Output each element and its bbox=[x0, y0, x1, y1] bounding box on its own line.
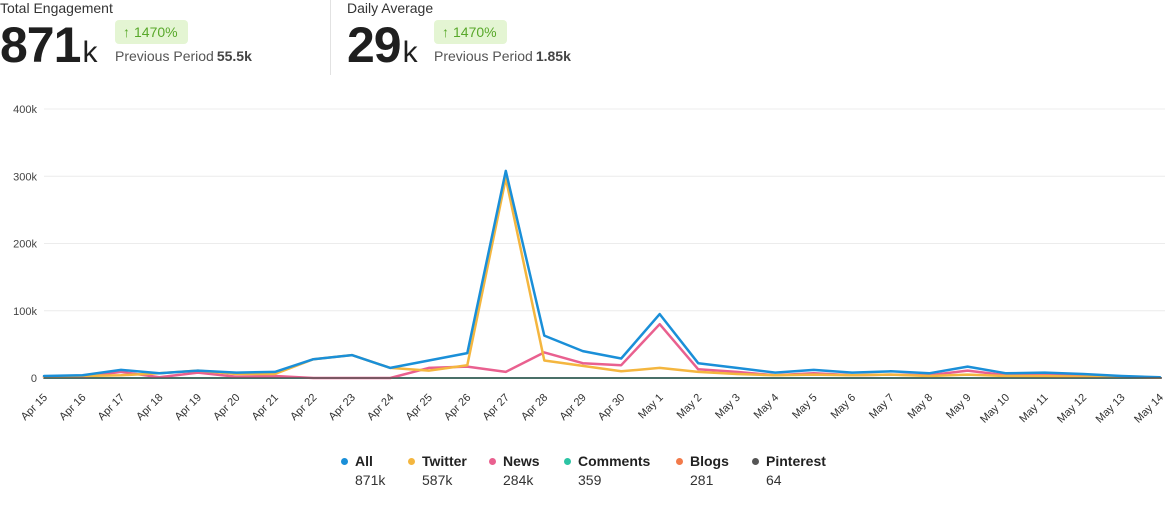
legend-item-twitter[interactable]: Twitter 587k bbox=[408, 452, 467, 489]
legend-item-comments[interactable]: Comments 359 bbox=[564, 452, 650, 489]
x-tick-label: Apr 25 bbox=[404, 392, 435, 423]
legend-item-pinterest[interactable]: Pinterest 64 bbox=[752, 452, 826, 489]
change-badge: ↑ 1470% bbox=[434, 20, 507, 44]
x-tick-label: May 7 bbox=[867, 392, 897, 422]
kpi-value: 29k bbox=[347, 20, 418, 78]
x-tick-label: May 3 bbox=[713, 392, 743, 422]
y-tick-label: 0 bbox=[31, 373, 37, 385]
legend-label: Blogs bbox=[690, 453, 729, 469]
x-tick-label: May 5 bbox=[790, 392, 820, 422]
previous-value: 1.85k bbox=[535, 48, 571, 64]
kpi-label: Daily Average bbox=[347, 0, 434, 16]
x-tick-label: Apr 19 bbox=[173, 392, 204, 423]
legend-dot-icon bbox=[564, 457, 571, 465]
y-tick-label: 400k bbox=[13, 104, 37, 116]
x-tick-label: Apr 16 bbox=[57, 392, 88, 423]
series-line-twitter bbox=[42, 177, 1162, 379]
x-tick-label: Apr 30 bbox=[596, 392, 627, 423]
legend-dot-icon bbox=[489, 457, 496, 465]
x-tick-label: Apr 17 bbox=[96, 392, 127, 423]
x-tick-label: Apr 28 bbox=[519, 392, 550, 423]
x-tick-label: May 1 bbox=[636, 392, 666, 422]
kpi-total-engagement: Total Engagement 871k ↑ 1470% Previous Pe… bbox=[0, 0, 252, 70]
legend-dot-icon bbox=[676, 457, 683, 465]
x-tick-label: May 9 bbox=[944, 392, 974, 422]
previous-value: 55.5k bbox=[216, 48, 252, 64]
series-line-all bbox=[42, 169, 1162, 379]
previous-label: Previous Period bbox=[434, 48, 533, 64]
kpi-unit: k bbox=[402, 36, 418, 69]
x-tick-label: Apr 23 bbox=[327, 392, 358, 423]
x-tick-label: Apr 22 bbox=[288, 392, 319, 423]
y-tick-label: 100k bbox=[13, 306, 37, 318]
kpi-value: 871k bbox=[0, 20, 97, 78]
legend-label: All bbox=[355, 453, 373, 469]
x-tick-label: May 13 bbox=[1094, 392, 1128, 426]
legend-total: 281 bbox=[690, 472, 714, 488]
x-tick-label: May 2 bbox=[675, 392, 705, 422]
legend-label: Twitter bbox=[422, 453, 467, 469]
legend-item-all[interactable]: All 871k bbox=[341, 452, 385, 489]
legend-dot-icon bbox=[752, 457, 759, 465]
legend-label: Pinterest bbox=[766, 453, 826, 469]
legend-total: 284k bbox=[503, 472, 534, 488]
x-tick-label: Apr 26 bbox=[442, 392, 473, 423]
kpi-divider bbox=[330, 0, 331, 75]
x-tick-label: Apr 18 bbox=[134, 392, 165, 423]
x-tick-label: May 4 bbox=[752, 392, 782, 422]
legend-total: 871k bbox=[355, 472, 386, 488]
x-tick-label: May 6 bbox=[829, 392, 859, 422]
x-tick-label: May 10 bbox=[978, 392, 1012, 426]
legend-label: Comments bbox=[578, 453, 651, 469]
kpi-unit: k bbox=[82, 36, 98, 69]
legend-dot-icon bbox=[408, 457, 415, 465]
x-tick-label: Apr 20 bbox=[211, 392, 242, 423]
kpi-number: 871 bbox=[0, 17, 81, 73]
previous-label: Previous Period bbox=[115, 48, 214, 64]
arrow-up-icon: ↑ bbox=[442, 24, 449, 40]
kpi-number: 29 bbox=[347, 17, 402, 73]
previous-period: Previous Period 1.85k bbox=[434, 48, 571, 64]
legend-total: 64 bbox=[766, 472, 782, 488]
legend-total: 359 bbox=[578, 472, 602, 488]
x-tick-label: Apr 24 bbox=[365, 392, 396, 423]
y-tick-label: 200k bbox=[13, 239, 37, 251]
previous-period: Previous Period 55.5k bbox=[115, 48, 252, 64]
x-tick-label: May 11 bbox=[1017, 392, 1050, 425]
legend-total: 587k bbox=[422, 472, 453, 488]
x-tick-label: May 14 bbox=[1132, 392, 1166, 426]
x-tick-label: Apr 15 bbox=[19, 392, 50, 423]
x-tick-label: Apr 21 bbox=[250, 392, 281, 423]
legend-item-news[interactable]: News 284k bbox=[489, 452, 540, 489]
change-value: 1470% bbox=[453, 24, 497, 40]
change-badge: ↑ 1470% bbox=[115, 20, 188, 44]
legend-item-blogs[interactable]: Blogs 281 bbox=[676, 452, 729, 489]
legend-dot-icon bbox=[341, 457, 348, 465]
x-tick-label: Apr 29 bbox=[557, 392, 588, 423]
y-tick-label: 300k bbox=[13, 171, 37, 183]
series-line-news bbox=[42, 322, 1162, 380]
x-tick-label: May 8 bbox=[906, 392, 936, 422]
x-tick-label: Apr 27 bbox=[481, 392, 512, 423]
x-tick-label: May 12 bbox=[1055, 392, 1089, 426]
change-value: 1470% bbox=[134, 24, 178, 40]
legend-label: News bbox=[503, 453, 540, 469]
arrow-up-icon: ↑ bbox=[123, 24, 130, 40]
kpi-label: Total Engagement bbox=[0, 0, 113, 16]
kpi-daily-average: Daily Average 29k ↑ 1470% Previous Period… bbox=[347, 0, 571, 70]
